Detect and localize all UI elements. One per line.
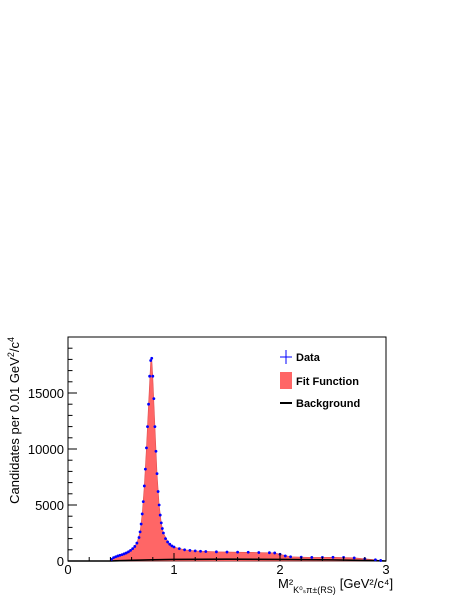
data-point bbox=[152, 397, 156, 400]
data-point bbox=[236, 550, 240, 554]
data-point bbox=[120, 553, 124, 557]
data-point bbox=[157, 503, 161, 507]
data-point bbox=[139, 522, 143, 526]
data-point bbox=[188, 548, 192, 552]
x-axis-label: M²K⁰ₛπ±(RS) [GeV²/c⁴] bbox=[278, 576, 393, 595]
data-point bbox=[162, 531, 165, 535]
data-point bbox=[145, 446, 148, 450]
data-point bbox=[149, 359, 153, 362]
data-point bbox=[140, 512, 144, 516]
data-point bbox=[166, 540, 170, 544]
x-tick-label: 1 bbox=[170, 562, 177, 577]
plot-frame bbox=[67, 336, 387, 562]
data-point bbox=[283, 554, 287, 558]
data-point bbox=[246, 550, 250, 554]
data-point bbox=[273, 551, 277, 555]
y-axis-label-sup-2: 2 bbox=[6, 352, 16, 357]
data-point bbox=[158, 513, 162, 517]
axes-layer: 0 1 2 3 0 5000 10000 15000 bbox=[28, 347, 390, 577]
data-point bbox=[183, 548, 187, 552]
legend-item-fit-function: Fit Function bbox=[280, 372, 359, 389]
legend-label-data: Data bbox=[296, 352, 321, 364]
x-axis-label-main: M² bbox=[278, 576, 294, 591]
x-tick-label: 2 bbox=[276, 562, 283, 577]
data-point bbox=[146, 425, 149, 428]
data-point bbox=[141, 500, 145, 504]
data-point bbox=[159, 521, 163, 525]
data-point bbox=[155, 472, 159, 476]
legend: Data Fit Function Background bbox=[280, 350, 360, 410]
y-tick-label: 0 bbox=[57, 554, 64, 569]
data-point bbox=[153, 425, 157, 428]
data-point bbox=[168, 542, 172, 546]
data-point bbox=[118, 553, 122, 557]
legend-fit-swatch bbox=[280, 372, 292, 389]
data-point bbox=[374, 558, 377, 562]
data-point bbox=[131, 547, 135, 551]
legend-label-fit-function: Fit Function bbox=[296, 376, 359, 388]
data-point bbox=[289, 555, 292, 559]
y-tick-label: 10000 bbox=[28, 442, 64, 457]
data-point bbox=[122, 552, 126, 556]
y-axis-label: Candidates per 0.01 GeV2/c4 bbox=[6, 337, 22, 504]
data-point bbox=[160, 527, 164, 530]
legend-item-data: Data bbox=[280, 350, 321, 364]
data-point bbox=[379, 559, 383, 562]
data-point bbox=[116, 554, 120, 558]
data-point bbox=[147, 402, 150, 406]
y-axis-label-sup-4: 4 bbox=[6, 337, 16, 342]
legend-item-background: Background bbox=[280, 398, 360, 410]
data-point bbox=[177, 547, 181, 551]
data-point bbox=[143, 467, 147, 471]
data-point bbox=[151, 374, 155, 378]
data-point bbox=[127, 550, 130, 554]
legend-label-background: Background bbox=[296, 398, 360, 410]
data-point bbox=[135, 541, 139, 545]
y-axis-label-text: Candidates per 0.01 GeV bbox=[7, 357, 22, 504]
data-point bbox=[310, 556, 314, 559]
data-point bbox=[133, 545, 137, 548]
y-tick-label: 5000 bbox=[35, 498, 64, 513]
x-axis-label-units: [GeV²/c⁴] bbox=[340, 576, 393, 591]
fit-function-area bbox=[109, 358, 384, 562]
data-point bbox=[352, 556, 356, 560]
data-point bbox=[331, 555, 335, 559]
data-point bbox=[204, 550, 208, 553]
y-tick-label: 15000 bbox=[28, 386, 64, 401]
data-point bbox=[129, 548, 132, 552]
x-tick-label: 0 bbox=[64, 562, 71, 577]
data-point bbox=[193, 549, 197, 553]
data-point bbox=[215, 550, 218, 554]
data-point bbox=[112, 556, 115, 560]
data-point bbox=[172, 545, 176, 549]
data-point bbox=[257, 551, 261, 554]
x-tick-label: 3 bbox=[382, 562, 389, 577]
data-point bbox=[114, 555, 118, 559]
y-axis-label-mid: /c bbox=[7, 342, 22, 353]
data-point bbox=[138, 530, 142, 534]
data-point bbox=[150, 356, 154, 360]
data-point bbox=[268, 551, 271, 555]
data-point bbox=[142, 484, 146, 488]
data-point bbox=[124, 551, 128, 555]
data-points-layer bbox=[110, 356, 383, 562]
x-axis-label-subscript: K⁰ₛπ±(RS) bbox=[293, 585, 336, 595]
fit-function-layer bbox=[109, 358, 384, 562]
data-point bbox=[148, 374, 152, 378]
data-point bbox=[225, 550, 229, 554]
data-point bbox=[170, 544, 174, 548]
data-point bbox=[137, 536, 141, 539]
data-point bbox=[154, 449, 158, 453]
data-point bbox=[199, 549, 202, 553]
data-point bbox=[156, 490, 160, 493]
data-point bbox=[164, 537, 167, 540]
